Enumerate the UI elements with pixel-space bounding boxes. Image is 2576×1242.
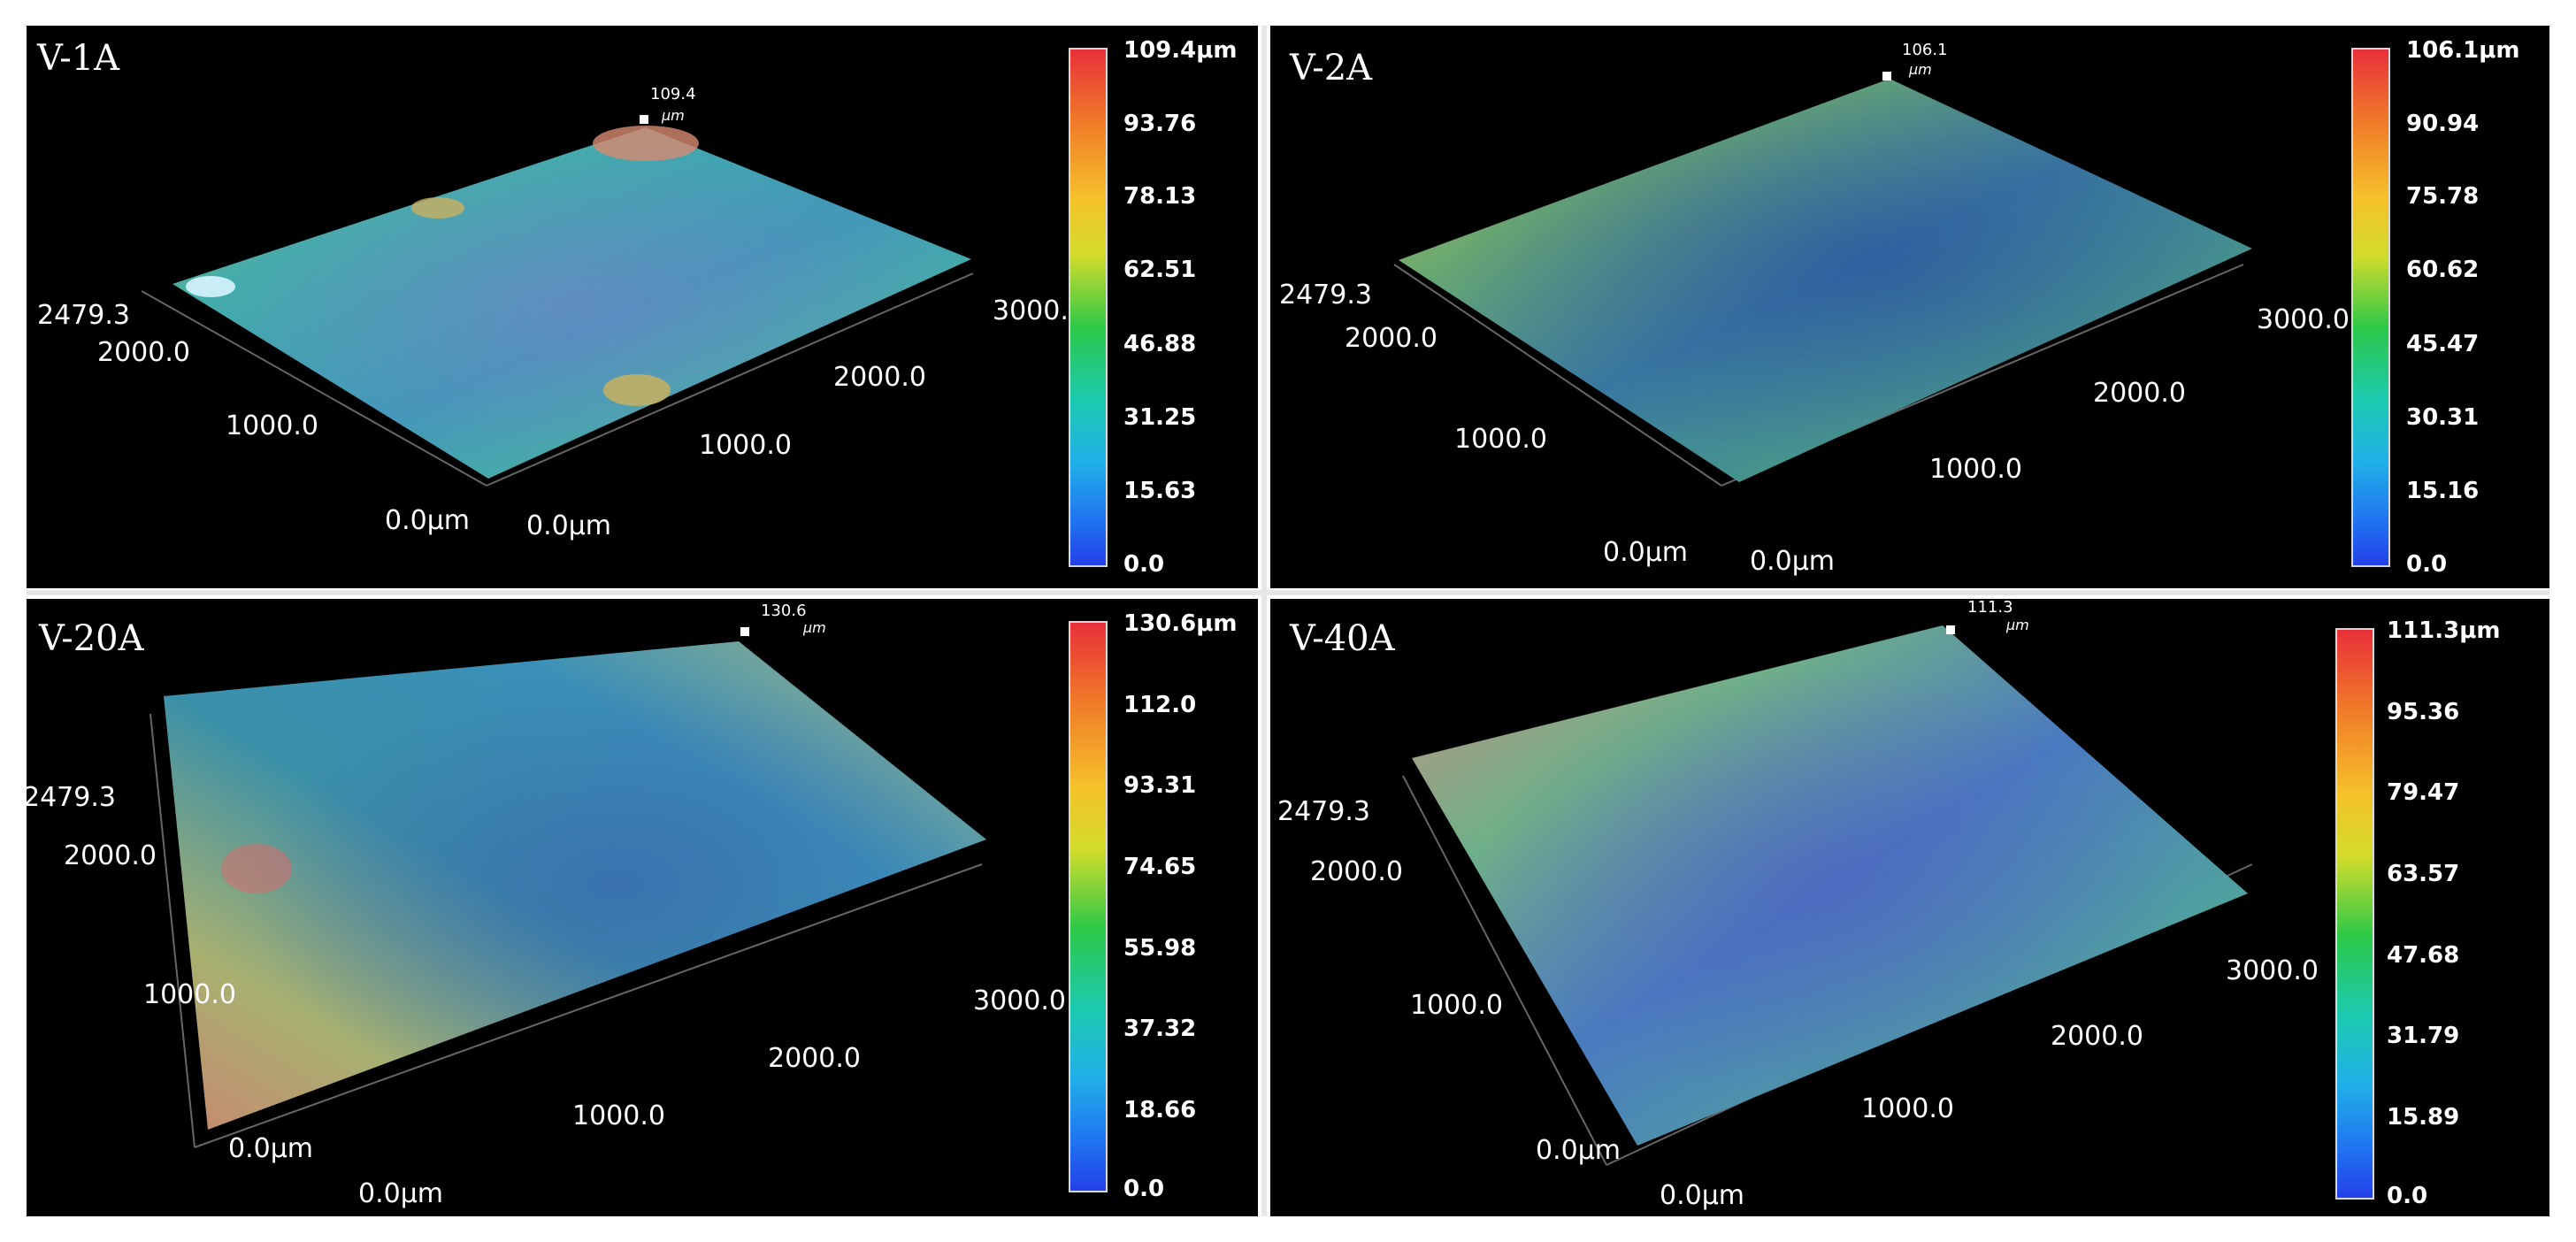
y-axis-label: 2000.0 [1310, 856, 1403, 887]
colorbar-tick: 18.66 [1123, 1097, 1197, 1123]
y-axis-label: 2479.3 [1277, 796, 1370, 827]
peak-value: 106.1 [1902, 41, 1948, 59]
x-axis-label: 2000.0 [768, 1043, 861, 1074]
peak-value: 109.4 [650, 85, 696, 104]
surface-plot [1393, 79, 2252, 487]
panel-title: V-1A [37, 38, 120, 79]
colorbar-tick: 63.57 [2387, 861, 2460, 887]
x-axis-label: 1000.0 [572, 1100, 665, 1131]
x-axis-label: 1000.0 [1929, 454, 2022, 485]
panel-title: V-40A [1290, 618, 1395, 659]
colorbar-tick: 0.0 [1123, 1176, 1165, 1202]
colorbar-tick: 95.36 [2387, 699, 2460, 725]
colorbar-tick: 47.68 [2387, 942, 2460, 969]
colorbar-tick: 111.3μm [2387, 617, 2501, 644]
x-axis-label: 0.0μm [1660, 1180, 1745, 1211]
peak-marker [1882, 72, 1891, 80]
colorbar [1069, 48, 1108, 567]
x-axis-label: 0.0μm [526, 510, 612, 541]
panel-title: V-20A [39, 618, 144, 659]
colorbar-tick: 93.76 [1123, 111, 1197, 137]
axis-line-front [486, 272, 974, 487]
colorbar-tick: 112.0 [1123, 692, 1197, 718]
peak-marker [640, 115, 648, 124]
axis-line-left [141, 290, 487, 487]
y-axis-label: 2479.3 [1279, 280, 1372, 310]
colorbar-tick: 74.65 [1123, 854, 1197, 880]
y-axis-label: 0.0μm [1603, 537, 1689, 568]
y-axis-label: 0.0μm [1536, 1135, 1622, 1166]
y-axis-label: 2000.0 [64, 840, 157, 871]
colorbar-tick: 90.94 [2406, 111, 2480, 137]
colorbar-tick: 45.47 [2406, 331, 2480, 357]
peak-unit: μm [1909, 61, 1932, 78]
panel-title: V-2A [1290, 48, 1373, 88]
colorbar-tick: 60.62 [2406, 257, 2480, 283]
surface-panel-v20a: V-20A 130.6 μm 2479.3 2000.0 1000.0 0.0μ… [27, 599, 1258, 1216]
x-axis-label: 0.0μm [1750, 546, 1836, 577]
colorbar [2335, 628, 2374, 1200]
surface-panel-v1a: V-1A 109.4 μm 2479.3 2000.0 1000.0 0.0μm… [27, 26, 1258, 588]
x-axis-label: 2000.0 [833, 362, 926, 393]
colorbar-tick: 130.6μm [1123, 610, 1238, 637]
colorbar-tick: 0.0 [2387, 1183, 2428, 1209]
y-axis-label: 2479.3 [37, 300, 130, 331]
colorbar-tick: 37.32 [1123, 1016, 1197, 1042]
peak-value: 130.6 [761, 602, 807, 620]
colorbar-tick: 15.89 [2387, 1104, 2460, 1131]
y-axis-label: 1000.0 [1454, 424, 1547, 455]
x-axis-label: 3000.0 [2226, 955, 2319, 986]
colorbar-tick: 106.1μm [2406, 37, 2520, 64]
colorbar-tick: 93.31 [1123, 772, 1197, 799]
colorbar-tick: 31.79 [2387, 1023, 2460, 1049]
peak-marker [1946, 625, 1955, 634]
x-axis-label: 2000.0 [2093, 378, 2186, 409]
colorbar-tick: 62.51 [1123, 257, 1197, 283]
y-axis-label: 0.0μm [385, 505, 471, 536]
x-axis-label: 3000.0 [2257, 304, 2350, 335]
colorbar-tick: 79.47 [2387, 779, 2460, 806]
colorbar [2351, 48, 2390, 567]
colorbar-tick: 0.0 [1123, 551, 1165, 578]
x-axis-label: 0.0μm [358, 1178, 444, 1209]
y-axis-label: 2000.0 [1345, 323, 1438, 354]
colorbar-tick: 109.4μm [1123, 37, 1238, 64]
peak-unit: μm [2006, 617, 2029, 633]
peak-unit: μm [803, 619, 826, 636]
colorbar-tick: 15.16 [2406, 478, 2480, 504]
x-axis-label: 2000.0 [2051, 1021, 2143, 1052]
surface-plot [150, 641, 986, 1148]
y-axis-label: 2479.3 [27, 782, 116, 813]
peak-marker [740, 627, 749, 636]
y-axis-label: 1000.0 [143, 979, 236, 1010]
y-axis-label: 1000.0 [1410, 990, 1503, 1021]
vertical-divider [1261, 26, 1267, 1216]
colorbar-tick: 55.98 [1123, 935, 1197, 962]
colorbar [1069, 621, 1108, 1192]
colorbar-tick: 46.88 [1123, 331, 1197, 357]
colorbar-tick: 31.25 [1123, 404, 1197, 431]
y-axis-label: 1000.0 [226, 410, 318, 441]
colorbar-tick: 78.13 [1123, 183, 1197, 210]
peak-unit: μm [662, 107, 685, 124]
y-axis-label: 0.0μm [228, 1133, 314, 1164]
colorbar-tick: 30.31 [2406, 404, 2480, 431]
surface-plot [1402, 625, 2253, 1166]
colorbar-tick: 0.0 [2406, 551, 2448, 578]
peak-value: 111.3 [1967, 599, 2013, 617]
surface-panel-v40a: V-40A 111.3 μm 2479.3 2000.0 1000.0 0.0μ… [1270, 599, 2549, 1216]
colorbar-tick: 75.78 [2406, 183, 2480, 210]
y-axis-label: 2000.0 [97, 337, 190, 368]
x-axis-label: 1000.0 [1861, 1093, 1954, 1124]
horizontal-divider [27, 590, 2549, 595]
colorbar-tick: 15.63 [1123, 478, 1197, 504]
x-axis-label: 3000.0 [973, 985, 1066, 1016]
surface-panel-v2a: V-2A 106.1 μm 2479.3 2000.0 1000.0 0.0μm… [1270, 26, 2549, 588]
x-axis-label: 1000.0 [699, 430, 792, 461]
surface-plot [141, 126, 974, 487]
